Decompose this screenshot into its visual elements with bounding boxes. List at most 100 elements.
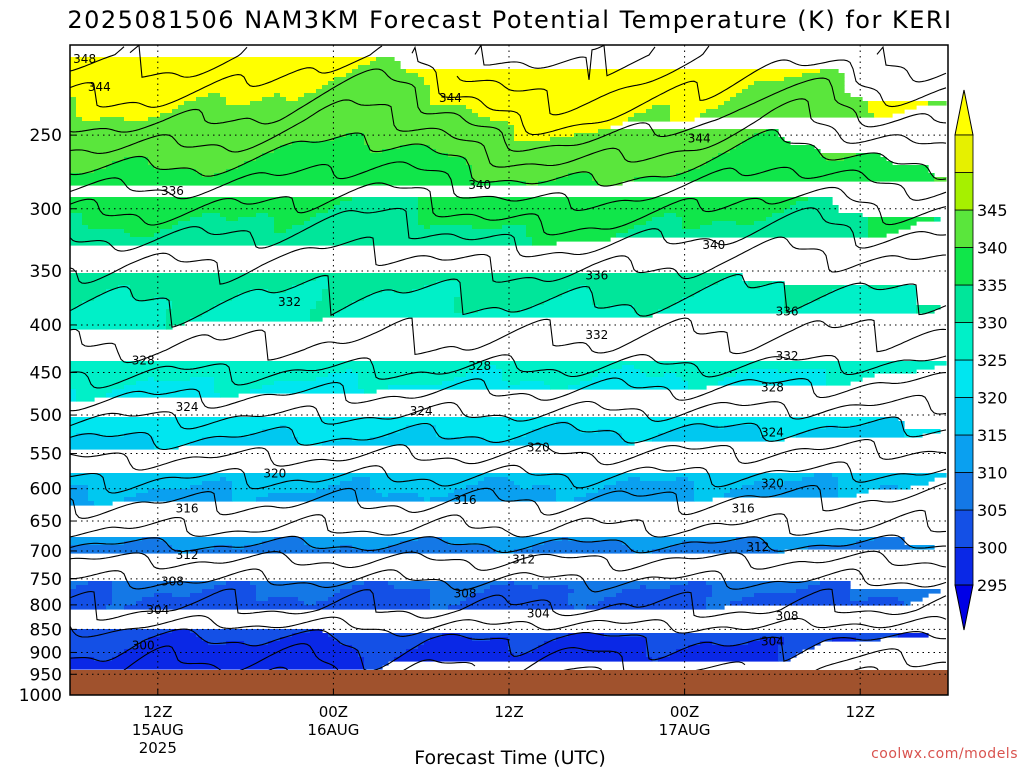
band-cell <box>472 177 557 182</box>
band-cell <box>514 125 611 130</box>
band-cell <box>418 645 509 650</box>
band-cell <box>172 109 473 114</box>
band-cell <box>508 581 515 586</box>
band-cell <box>418 73 803 78</box>
band-cell <box>340 309 455 314</box>
band-cell <box>226 169 473 174</box>
band-cell <box>676 173 935 178</box>
band-cell <box>556 421 569 426</box>
band-cell <box>70 173 203 178</box>
band-cell <box>724 101 869 106</box>
y-tick-label: 550 <box>30 445 62 465</box>
band-cell <box>70 393 77 398</box>
band-cell <box>70 317 167 322</box>
band-cell <box>304 93 431 98</box>
band-cell <box>106 605 125 610</box>
credit-link[interactable]: coolwx.com/models <box>871 746 1018 762</box>
band-cell <box>70 65 359 70</box>
x-tick-label: 12Z <box>494 703 523 721</box>
band-cell <box>166 321 185 326</box>
band-cell <box>532 649 647 654</box>
band-cell <box>322 85 431 90</box>
band-cell <box>82 117 101 122</box>
band-cell <box>70 101 77 106</box>
band-cell <box>70 493 89 498</box>
band-cell <box>460 293 563 298</box>
band-cell <box>70 497 89 502</box>
band-cell <box>70 653 119 658</box>
contour-label: 300 <box>132 639 155 653</box>
band-cell <box>244 161 467 166</box>
band-cell <box>70 501 95 506</box>
band-cell <box>70 489 89 494</box>
band-cell <box>124 117 149 122</box>
band-cell <box>604 597 707 602</box>
band-cell <box>592 173 677 178</box>
contour-line-348 <box>70 45 947 116</box>
band-cell <box>148 637 203 642</box>
band-cell <box>646 221 683 226</box>
band-cell <box>76 305 173 310</box>
band-cell <box>70 545 173 550</box>
band-cell <box>274 149 371 154</box>
band-cell <box>622 541 683 546</box>
band-cell <box>430 145 737 150</box>
band-cell <box>304 221 419 226</box>
y-tick-label: 1000 <box>19 686 62 706</box>
band-cell <box>466 373 503 378</box>
band-cell <box>76 393 107 398</box>
band-cell <box>556 493 587 498</box>
band-cell <box>262 153 449 158</box>
band-cell <box>334 205 419 210</box>
band-cell <box>916 309 935 314</box>
band-cell <box>304 281 329 286</box>
band-cell <box>934 217 941 222</box>
band-cell <box>742 485 839 490</box>
pressure-axis: 250 300 350 400 450 500 550 600 650 700 750 800 850 9… <box>19 126 76 706</box>
band-cell <box>316 213 419 218</box>
x-tick-label: 00Z <box>319 703 348 721</box>
band-cell <box>400 541 449 546</box>
band-cell <box>820 153 857 158</box>
band-cell <box>328 633 443 638</box>
band-cell <box>460 289 569 294</box>
band-cell <box>826 157 845 162</box>
contour-line-338 <box>70 161 947 211</box>
band-cell <box>928 101 947 106</box>
band-cell <box>688 581 707 586</box>
band-cell <box>352 545 389 550</box>
contour-label: 328 <box>468 359 491 373</box>
band-cell <box>316 377 359 382</box>
band-cell <box>202 437 299 442</box>
band-cell <box>70 181 527 186</box>
band-cell <box>274 381 359 386</box>
band-cell <box>70 397 77 402</box>
band-cell <box>532 237 611 242</box>
band-cell <box>274 229 287 234</box>
contour-label: 320 <box>263 467 286 481</box>
band-cell <box>670 585 713 590</box>
contour-label: 312 <box>746 540 769 554</box>
band-cell <box>622 433 659 438</box>
band-cell <box>760 433 797 438</box>
band-cell <box>94 657 113 662</box>
band-cell <box>94 169 197 174</box>
band-cell <box>868 233 887 238</box>
band-cell <box>700 641 713 646</box>
band-cell <box>430 593 473 598</box>
band-cell <box>100 293 131 298</box>
colorbar-label: 305 <box>977 501 1008 520</box>
band-cell <box>736 93 851 98</box>
band-cell <box>520 653 647 658</box>
band-cell <box>70 325 167 330</box>
band-cell <box>190 217 227 222</box>
band-cell <box>262 97 287 102</box>
band-cell <box>328 277 725 282</box>
band-cell <box>544 425 575 430</box>
band-cell <box>262 541 305 546</box>
band-cell <box>694 481 755 486</box>
contour-line-318 <box>70 439 947 471</box>
contour-label: 340 <box>702 238 725 252</box>
band-cell <box>610 429 671 434</box>
